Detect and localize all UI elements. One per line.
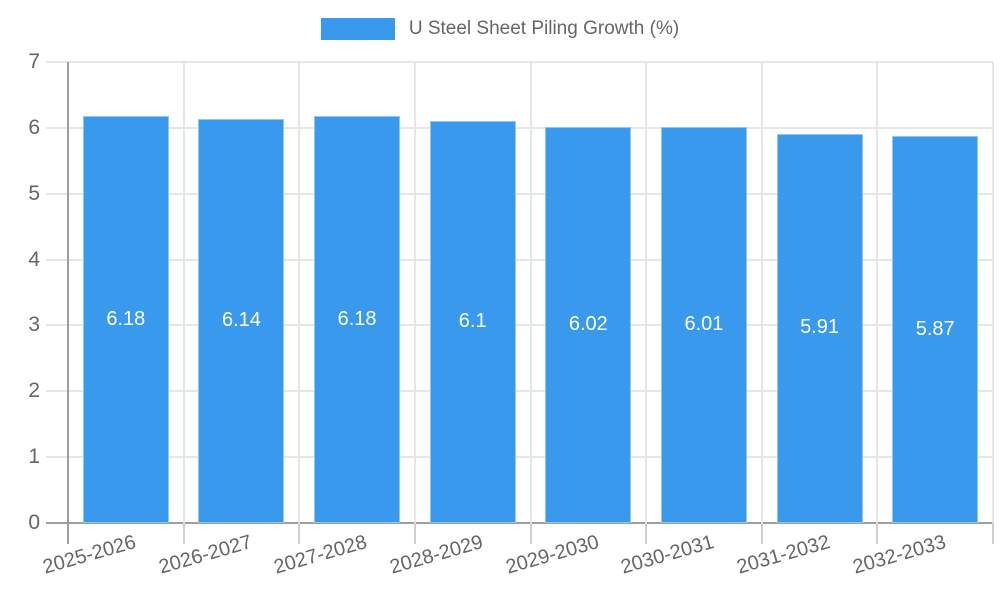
bar-value-label: 6.14 [221,308,261,331]
x-tick-label: 2026-2027 [156,531,255,579]
bar-value-label: 5.87 [915,317,955,340]
x-tick-label: 2025-2026 [40,531,139,579]
v-gridline [298,62,301,523]
x-tick-label: 2031-2032 [734,531,833,579]
bar[interactable] [545,126,632,523]
v-gridline [760,62,763,523]
v-gridline [645,62,648,523]
x-tick-label: 2032-2033 [849,531,948,579]
x-tick-label: 2028-2029 [387,531,486,579]
v-gridline [529,62,532,523]
y-axis-line [67,62,69,544]
v-gridline [182,62,185,523]
y-tick-label: 6 [28,115,40,139]
bar-value-label: 5.91 [800,316,840,339]
x-tick-label: 2029-2030 [503,531,602,579]
legend-swatch [320,18,395,40]
bar[interactable] [314,116,401,523]
y-tick-label: 4 [28,247,40,271]
v-gridline [876,62,879,523]
bar-value-label: 6.01 [684,313,724,336]
h-gridline [46,390,993,393]
bar[interactable] [429,121,516,523]
v-gridline [413,62,416,523]
x-tick-mark [992,523,994,544]
h-gridline [46,258,993,261]
x-tick-mark [645,523,648,544]
bar-value-label: 6.18 [337,307,377,330]
bar[interactable] [660,127,747,523]
x-tick-mark [760,523,763,544]
bar[interactable] [776,133,863,523]
y-tick-label: 7 [28,50,40,73]
x-tick-mark [182,523,185,544]
h-gridline [46,324,993,327]
x-tick-mark [413,523,416,544]
bar[interactable] [198,118,285,523]
v-gridline [992,62,994,523]
y-tick-label: 1 [28,445,40,469]
y-tick-label: 5 [28,181,40,205]
y-tick-label: 2 [28,379,40,403]
x-axis-line [46,522,993,524]
chart-legend[interactable]: U Steel Sheet Piling Growth (%) [0,18,1000,40]
bar-value-label: 6.02 [568,312,608,335]
x-tick-mark [529,523,532,544]
x-tick-mark [298,523,301,544]
bar-value-label: 6.1 [458,310,487,333]
x-tick-label: 2027-2028 [271,531,370,579]
x-tick-label: 2030-2031 [618,531,717,579]
h-gridline [46,192,993,195]
bar-value-label: 6.18 [106,307,146,330]
h-gridline [46,61,993,63]
bar[interactable] [82,116,169,523]
h-gridline [46,126,993,129]
h-gridline [46,456,993,459]
legend-label: U Steel Sheet Piling Growth (%) [408,18,680,39]
y-tick-label: 3 [28,313,40,337]
bar[interactable] [892,136,979,523]
y-tick-label: 0 [28,511,40,534]
x-tick-mark [876,523,879,544]
